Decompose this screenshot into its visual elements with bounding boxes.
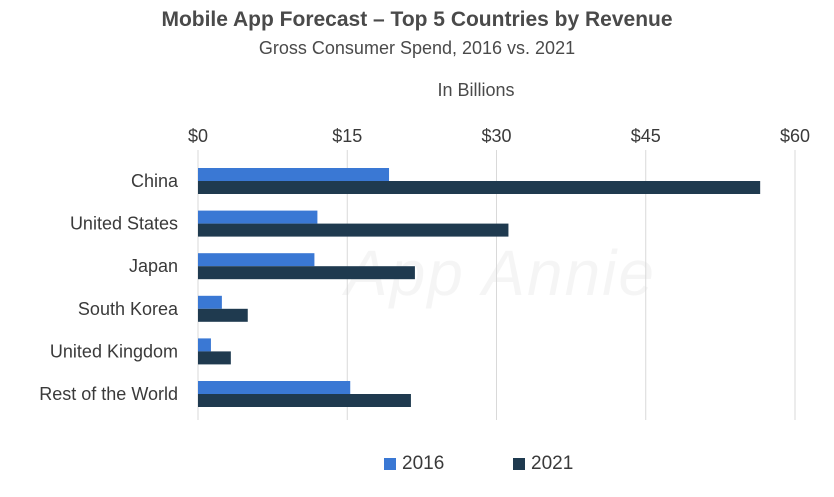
legend-item-2021: 2021 — [513, 452, 573, 476]
unit-label: In Billions — [437, 80, 515, 100]
chart-subtitle: Gross Consumer Spend, 2016 vs. 2021 — [258, 38, 576, 58]
category-label: China — [131, 171, 179, 191]
bar-2016 — [198, 381, 351, 394]
bar-2021 — [198, 394, 411, 407]
legend: 2016 2021 — [0, 452, 834, 476]
bar-2021 — [198, 351, 231, 365]
bar-2016 — [198, 168, 390, 181]
category-label: Japan — [129, 256, 178, 276]
x-tick-label: $45 — [631, 126, 661, 146]
category-label: United States — [70, 214, 178, 234]
category-label: Rest of the World — [39, 384, 178, 404]
bar-2021 — [198, 266, 415, 280]
x-tick-label: $30 — [481, 126, 511, 146]
category-label: United Kingdom — [50, 341, 178, 361]
bar-2016 — [198, 295, 222, 309]
category-label: South Korea — [78, 299, 179, 319]
x-tick-label: $15 — [332, 126, 362, 146]
legend-swatch-2021 — [513, 458, 525, 470]
chart-title: Mobile App Forecast – Top 5 Countries by… — [161, 8, 673, 31]
bar-2016 — [198, 210, 318, 224]
legend-label-2016: 2016 — [402, 453, 445, 474]
legend-swatch-2016 — [384, 458, 396, 470]
bar-2016 — [198, 253, 315, 267]
bar-2021 — [198, 223, 509, 237]
bar-2021 — [198, 308, 248, 322]
bar-2021 — [198, 181, 761, 194]
x-tick-label: $60 — [780, 126, 810, 146]
legend-item-2016: 2016 — [384, 452, 444, 476]
legend-label-2021: 2021 — [531, 453, 574, 474]
bar-2016 — [198, 338, 211, 352]
x-tick-label: $0 — [188, 126, 208, 146]
